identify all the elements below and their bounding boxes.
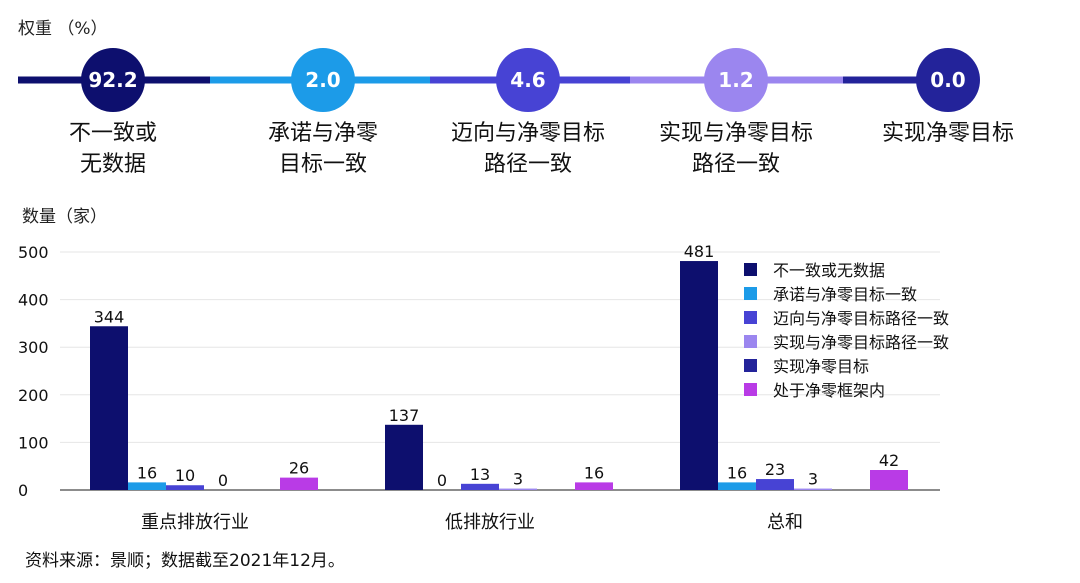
y-tick-label: 0 — [18, 481, 28, 500]
weight-category-label: 不一致或 无数据 — [68, 121, 157, 177]
legend-swatch — [744, 358, 757, 372]
source-note: 资料来源：景顺；数据截至2021年12月。 — [25, 551, 345, 571]
weight-bubble-value: 92.2 — [88, 68, 137, 92]
bar-data-label: 3 — [808, 470, 818, 489]
bar-data-label: 13 — [470, 465, 490, 484]
legend-swatch — [744, 262, 757, 276]
bar — [499, 488, 537, 490]
weight-category-label: 实现与净零目标 路径一致 — [658, 121, 813, 177]
bar-data-label: 137 — [389, 406, 420, 425]
bar — [870, 470, 908, 490]
weight-bubble-value: 0.0 — [930, 68, 965, 92]
bar-data-label: 23 — [765, 460, 785, 479]
legend-item: 处于净零框架内 — [744, 377, 949, 401]
legend-label: 处于净零框架内 — [773, 381, 886, 400]
bar — [680, 261, 718, 490]
bar — [794, 488, 832, 490]
weight-title: 权重 （%） — [18, 19, 108, 39]
weight-bubble-value: 1.2 — [718, 68, 753, 92]
legend-label: 实现净零目标 — [773, 357, 870, 376]
legend-label: 不一致或无数据 — [773, 261, 886, 280]
bar-data-label: 26 — [289, 459, 309, 478]
bar-data-label: 0 — [437, 471, 447, 490]
bar — [385, 424, 423, 490]
bar-data-label: 16 — [727, 463, 747, 482]
bar — [575, 482, 613, 490]
weight-category-label: 承诺与净零 目标一致 — [267, 121, 378, 177]
bar — [718, 482, 756, 490]
bar-data-label: 42 — [879, 451, 899, 470]
y-tick-label: 100 — [18, 433, 49, 452]
bar — [756, 479, 794, 490]
bar-data-label: 344 — [94, 307, 125, 326]
bar — [128, 482, 166, 490]
bar — [166, 485, 204, 490]
legend-item: 承诺与净零目标一致 — [744, 281, 949, 305]
y-tick-label: 200 — [18, 386, 49, 405]
x-category-label: 重点排放行业 — [141, 512, 249, 533]
bar — [280, 477, 318, 490]
weight-bubble — [916, 48, 980, 112]
bar-data-label: 16 — [584, 463, 604, 482]
legend-label: 迈向与净零目标路径一致 — [773, 309, 950, 328]
weight-category-label: 实现净零目标 — [881, 121, 1014, 146]
weight-bubble-value: 2.0 — [305, 68, 340, 92]
weight-bubble — [291, 48, 355, 112]
bar — [461, 483, 499, 490]
bar-data-label: 481 — [684, 242, 715, 261]
x-category-label: 总和 — [767, 512, 803, 533]
legend-swatch — [744, 334, 757, 348]
legend-label: 承诺与净零目标一致 — [773, 285, 918, 304]
count-axis-title: 数量（家） — [22, 207, 107, 227]
legend-label: 实现与净零目标路径一致 — [773, 333, 950, 352]
bar-data-label: 3 — [513, 470, 523, 489]
weight-bubble — [81, 48, 145, 112]
legend-swatch — [744, 310, 757, 324]
weight-bubble — [704, 48, 768, 112]
y-tick-label: 500 — [18, 243, 49, 262]
legend-swatch — [744, 382, 757, 396]
chart-legend: 不一致或无数据承诺与净零目标一致迈向与净零目标路径一致 实现与净零目标路径一致 实现… — [744, 257, 949, 401]
legend-item: 迈向与净零目标路径一致 — [744, 305, 949, 329]
weight-bubble — [496, 48, 560, 112]
legend-swatch — [744, 286, 757, 300]
legend-item: 实现净零目标 — [744, 353, 949, 377]
bar-data-label: 16 — [137, 463, 157, 482]
legend-item: 实现与净零目标路径一致 — [744, 329, 949, 353]
bar — [90, 326, 128, 490]
y-tick-label: 400 — [18, 291, 49, 310]
legend-item: 不一致或无数据 — [744, 257, 949, 281]
weight-category-label: 迈向与净零目标 路径一致 — [450, 121, 605, 177]
x-category-label: 低排放行业 — [445, 512, 535, 533]
bar-data-label: 0 — [218, 471, 228, 490]
weight-bubble-value: 4.6 — [510, 68, 545, 92]
y-tick-label: 300 — [18, 338, 49, 357]
weight-track: 92.2 2.0 4.6 1.2 0.0 — [18, 48, 980, 112]
bar-data-label: 10 — [175, 466, 195, 485]
